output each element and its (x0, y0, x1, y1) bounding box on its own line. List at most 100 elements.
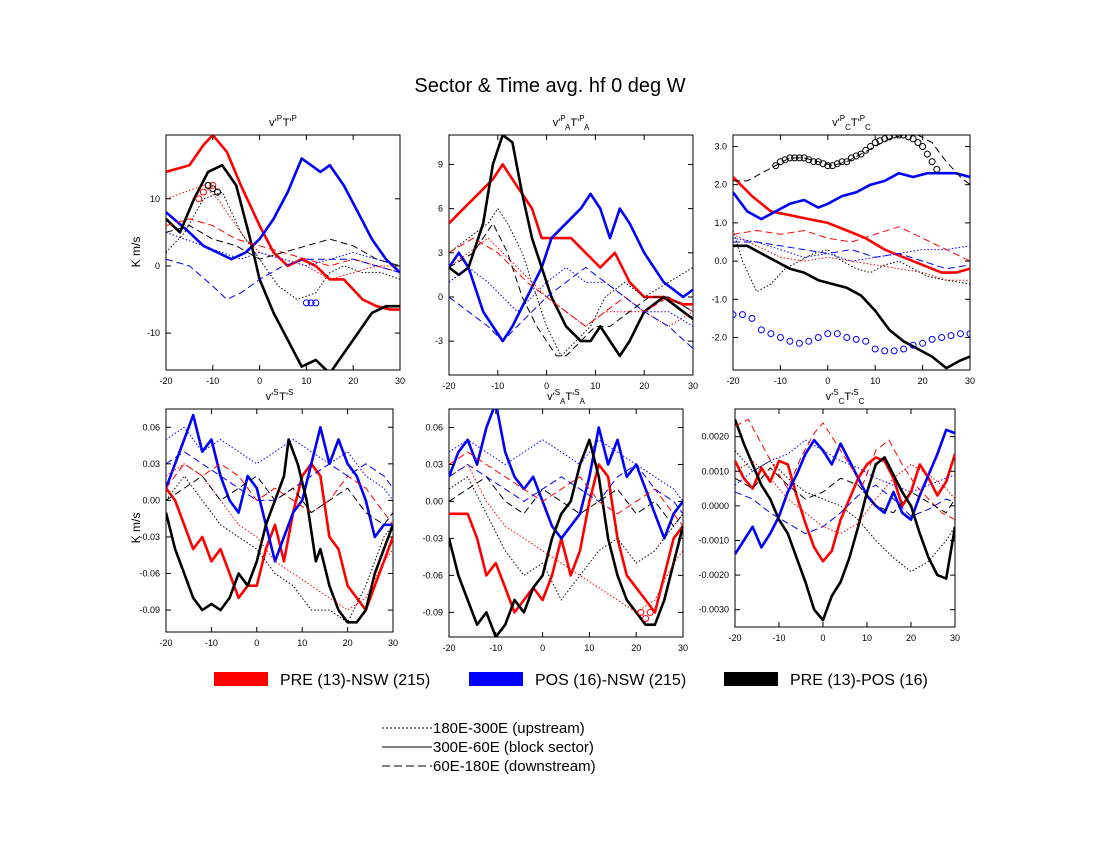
series-marker (637, 608, 645, 616)
y-tick-label: -2.0 (711, 333, 727, 343)
series-line (449, 463, 683, 614)
series-marker (904, 135, 912, 141)
series-line (166, 163, 400, 370)
series-marker (862, 337, 870, 345)
y-tick-label: 10 (150, 194, 160, 204)
x-tick-label: -20 (159, 638, 172, 648)
x-tick-label: 10 (584, 643, 594, 653)
series-line (166, 463, 393, 611)
y-tick-label: -0.0010 (698, 535, 729, 545)
series-line (449, 135, 693, 358)
y-tick-label: 0.00 (425, 496, 443, 506)
series-marker (776, 158, 784, 166)
x-tick-label: -10 (206, 376, 219, 386)
x-tick-label: 30 (965, 376, 975, 386)
series-marker (302, 299, 310, 307)
x-tick-label: 10 (862, 633, 872, 643)
panel-4: -20 -10 0 10 20 30 -0.09 -0.06 -0.03 0.00 0.03 0.06… (139, 388, 398, 648)
series-line (449, 409, 683, 540)
x-tick-label: 20 (906, 633, 916, 643)
y-tick-label: 3 (438, 248, 443, 258)
series-marker (829, 162, 836, 170)
x-tick-label: 20 (639, 381, 649, 391)
y-tick-label: 0 (438, 292, 443, 302)
x-tick-label: -20 (442, 643, 455, 653)
series-line (735, 460, 955, 535)
legend-style-label: 60E-180E (downstream) (433, 758, 596, 775)
series-line (733, 230, 970, 293)
series-line (166, 462, 393, 612)
series-line (735, 418, 955, 521)
panel-2: -20 -10 0 10 20 30 -3 0 3 6 9 v'PAT'PA (435, 114, 698, 391)
series-line (735, 450, 955, 573)
series-marker (824, 330, 832, 338)
series-line (166, 225, 400, 267)
x-tick-label: -20 (728, 633, 741, 643)
y-tick-label: 0.0010 (701, 466, 729, 476)
series-marker (885, 135, 893, 141)
y-axis-label: K m/s (129, 237, 143, 268)
series-marker (852, 335, 860, 343)
y-tick-label: -0.09 (139, 605, 160, 615)
figure-title: Sector & Time avg. hf 0 deg W (414, 75, 685, 97)
series-line (733, 244, 970, 370)
x-tick-label: 10 (297, 638, 307, 648)
y-tick-label: 0.0 (714, 256, 727, 266)
series-line (166, 413, 393, 563)
series-marker (209, 185, 217, 193)
series-marker (819, 160, 827, 168)
series-marker (195, 195, 203, 203)
panel-title: v'PAT'PA (553, 114, 590, 132)
y-tick-label: 0 (155, 261, 160, 271)
x-tick-label: -10 (205, 638, 218, 648)
y-tick-label: -3 (435, 336, 443, 346)
series-line (735, 418, 955, 622)
series-marker (871, 345, 879, 353)
series-marker (895, 135, 903, 139)
panel-title: v'SAT'SA (547, 388, 585, 406)
y-tick-label: 2.0 (714, 180, 727, 190)
legend-label: PRE (13)-NSW (215) (280, 672, 430, 689)
x-tick-label: 30 (950, 633, 960, 643)
series-line (449, 267, 693, 327)
color-legend: PRE (13)-NSW (215) POS (16)-NSW (215) PRE … (214, 672, 928, 689)
y-tick-label: 0.00 (142, 495, 160, 505)
series-marker (843, 158, 851, 166)
series-marker (890, 347, 898, 355)
x-tick-label: 0 (820, 633, 825, 643)
y-tick-label: 1.0 (714, 218, 727, 228)
series-line (166, 426, 393, 501)
series-marker (909, 135, 917, 143)
series-marker (928, 158, 936, 166)
x-tick-label: 10 (870, 376, 880, 386)
series-marker (919, 143, 927, 150)
series-marker (748, 314, 756, 322)
y-tick-label: 9 (438, 159, 443, 169)
series-marker (881, 347, 889, 355)
panel-5: -20 -10 0 10 20 30 -0.09 -0.06 -0.03 0.00 0.03 0.06… (422, 388, 688, 653)
series-marker (900, 135, 908, 139)
series-marker (933, 165, 941, 173)
series-line (449, 476, 683, 601)
series-marker (739, 311, 746, 319)
y-tick-label: 0.03 (142, 459, 160, 469)
x-tick-label: -10 (772, 633, 785, 643)
y-tick-label: 3.0 (714, 141, 727, 151)
y-tick-label: -10 (147, 328, 160, 338)
y-tick-label: -0.09 (422, 607, 443, 617)
legend-swatch (214, 672, 268, 686)
series-line (733, 241, 970, 270)
x-tick-label: 20 (918, 376, 928, 386)
x-tick-label: 0 (544, 381, 549, 391)
series-marker (957, 330, 964, 338)
series-line (449, 208, 693, 357)
legend-swatch (469, 672, 523, 686)
y-tick-label: 0.03 (425, 459, 443, 469)
series-marker (824, 162, 832, 170)
series-marker (857, 150, 865, 158)
panel-title: v'SCT'SC (826, 388, 865, 406)
series-line (166, 475, 393, 623)
y-tick-label: 0.06 (142, 422, 160, 432)
x-tick-label: -20 (159, 376, 172, 386)
series-marker (938, 334, 946, 341)
